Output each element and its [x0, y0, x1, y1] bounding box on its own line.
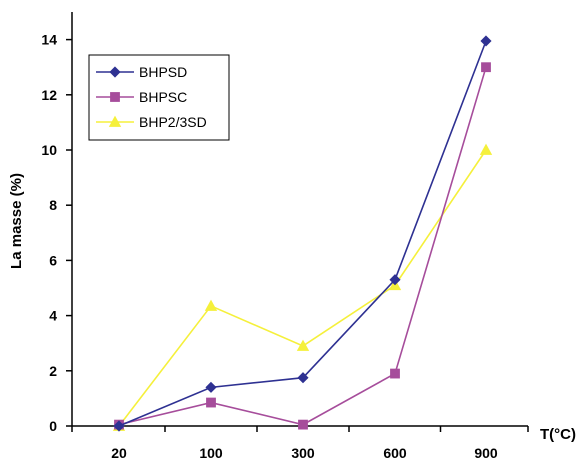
series-0 [113, 35, 492, 432]
x-tick-label: 900 [474, 445, 498, 461]
y-axis-label: La masse (%) [8, 173, 25, 269]
series-layer [112, 35, 493, 432]
y-tick-label: 0 [49, 418, 57, 434]
legend-item: BHP2/3SD [96, 114, 207, 130]
y-tick-label: 6 [49, 252, 57, 268]
data-point-marker [113, 420, 125, 432]
legend-label: BHPSD [139, 64, 187, 80]
y-tick-label: 10 [41, 142, 57, 158]
data-point-marker [390, 368, 400, 379]
x-tick-label: 100 [199, 445, 223, 461]
y-tick-label: 12 [41, 87, 57, 103]
y-tick-label: 4 [49, 308, 57, 324]
data-point-marker [206, 397, 216, 408]
series-line [118, 149, 487, 427]
data-point-marker [480, 35, 492, 47]
data-point-marker [296, 339, 310, 351]
data-point-marker [389, 274, 401, 286]
data-point-marker [108, 115, 122, 127]
data-point-marker [109, 66, 121, 78]
x-tick-label: 600 [383, 445, 407, 461]
data-point-marker [298, 419, 308, 430]
data-point-marker [479, 143, 493, 155]
data-point-marker [110, 92, 120, 102]
legend-label: BHPSC [139, 89, 187, 105]
data-point-marker [204, 299, 218, 311]
x-ticks: 20 100 300 600 900 [71, 426, 529, 461]
x-tick-label: 20 [111, 445, 127, 461]
x-tick-label: 300 [291, 445, 315, 461]
data-point-marker [205, 381, 217, 393]
y-tick-label: 8 [49, 197, 57, 213]
data-point-marker [297, 372, 309, 384]
legend-item: BHPSD [96, 64, 187, 80]
legend-label: BHP2/3SD [139, 114, 207, 130]
legend-item: BHPSC [96, 89, 187, 105]
y-tick-label: 2 [49, 363, 57, 379]
x-axis-label: T(°C) [540, 426, 576, 443]
series-2 [112, 143, 493, 431]
y-tick-label: 14 [41, 32, 57, 48]
legend: BHPSD BHPSC BHP2/3SD [88, 54, 230, 141]
y-ticks: 0 2 4 6 8 10 12 14 [41, 32, 72, 434]
data-point-marker [481, 62, 491, 73]
